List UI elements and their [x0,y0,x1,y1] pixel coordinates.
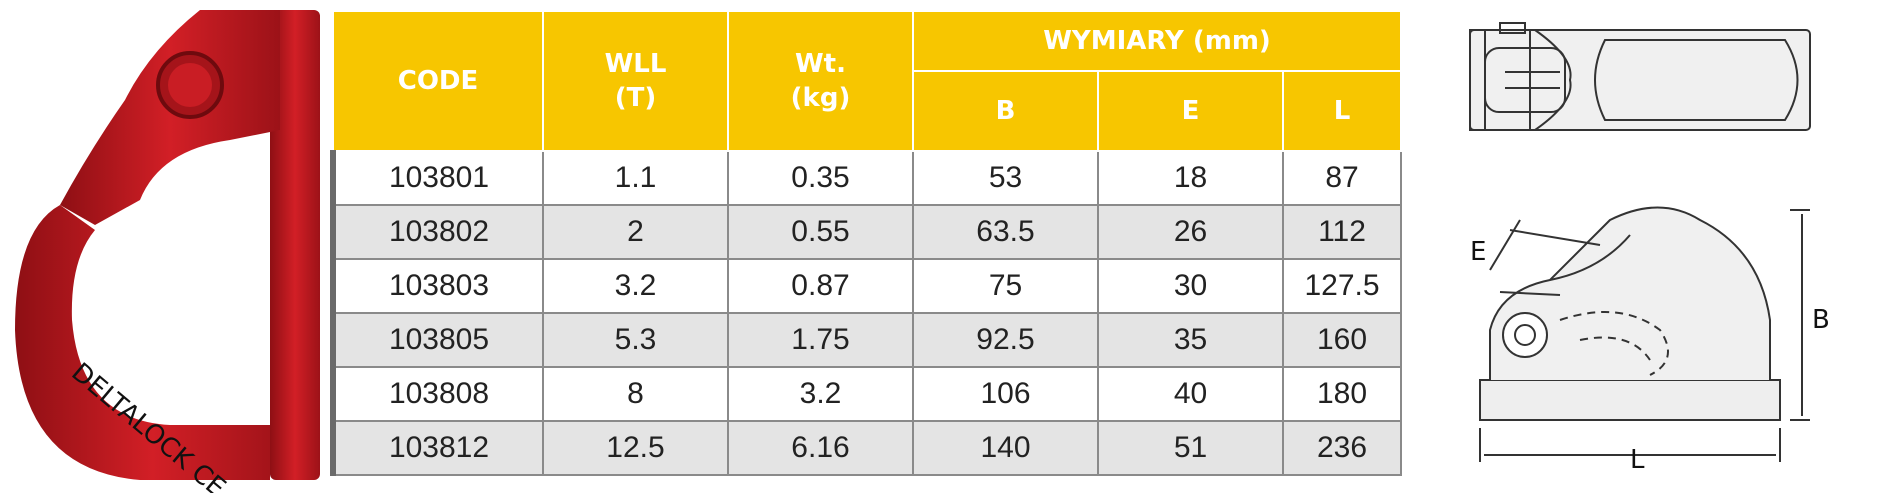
table-row: 103801 1.1 0.35 53 18 87 [330,150,1403,206]
cell-code: 103805 [330,312,544,368]
header-wll-line2: (T) [614,83,657,113]
cell-e: 18 [1097,150,1284,206]
cell-b: 106 [912,366,1099,422]
cell-wt: 6.16 [727,420,914,476]
top-view-drawing [1469,22,1811,131]
header-l: L [1281,70,1403,152]
cell-code: 103802 [330,204,544,260]
cell-l: 112 [1281,204,1403,260]
cell-wt: 1.75 [727,312,914,368]
cell-b: 140 [912,420,1099,476]
header-dimensions: WYMIARY (mm) [911,10,1403,72]
cell-b: 75 [912,258,1099,314]
table-row: 103812 12.5 6.16 140 51 236 [330,420,1403,476]
cell-wll: 1.1 [542,150,729,206]
cell-wt: 0.55 [727,204,914,260]
header-wll: WLL (T) [542,10,729,152]
cell-e: 26 [1097,204,1284,260]
header-wt-line1: Wt. [795,49,846,79]
cell-b: 53 [912,150,1099,206]
cell-wll: 2 [542,204,729,260]
cell-code: 103801 [330,150,544,206]
header-weight: Wt. (kg) [727,10,914,152]
cell-wt: 0.87 [727,258,914,314]
header-wll-line1: WLL [604,49,667,79]
cell-l: 160 [1281,312,1403,368]
cell-l: 87 [1281,150,1403,206]
cell-wll: 12.5 [542,420,729,476]
cell-e: 35 [1097,312,1284,368]
cell-e: 51 [1097,420,1284,476]
dimension-b-label: B [1812,305,1830,335]
cell-code: 103812 [330,420,544,476]
cell-l: 180 [1281,366,1403,422]
side-view-drawing: L B E [1470,206,1830,470]
cell-wt: 3.2 [727,366,914,422]
cell-e: 40 [1097,366,1284,422]
cell-wt: 0.35 [727,150,914,206]
hook-photo: DELTALOCK CE [15,10,320,493]
cell-wll: 3.2 [542,258,729,314]
header-code-label: CODE [397,66,479,96]
table-row: 103802 2 0.55 63.5 26 112 [330,204,1403,260]
specification-table: CODE WLL (T) Wt. (kg) WYMIARY (mm) B E L… [330,10,1403,476]
cell-wll: 8 [542,366,729,422]
cell-l: 127.5 [1281,258,1403,314]
header-wt-line2: (kg) [790,83,851,113]
cell-l: 236 [1281,420,1403,476]
table-row: 103803 3.2 0.87 75 30 127.5 [330,258,1403,314]
table-row: 103805 5.3 1.75 92.5 35 160 [330,312,1403,368]
header-e: E [1097,70,1284,152]
header-b: B [912,70,1099,152]
dimension-l-label: L [1630,445,1645,470]
cell-code: 103803 [330,258,544,314]
cell-code: 103808 [330,366,544,422]
cell-b: 63.5 [912,204,1099,260]
dimension-e-label: E [1470,237,1486,267]
cell-wll: 5.3 [542,312,729,368]
table-row: 103808 8 3.2 106 40 180 [330,366,1403,422]
cell-b: 92.5 [912,312,1099,368]
header-code: CODE [332,10,544,152]
cell-e: 30 [1097,258,1284,314]
